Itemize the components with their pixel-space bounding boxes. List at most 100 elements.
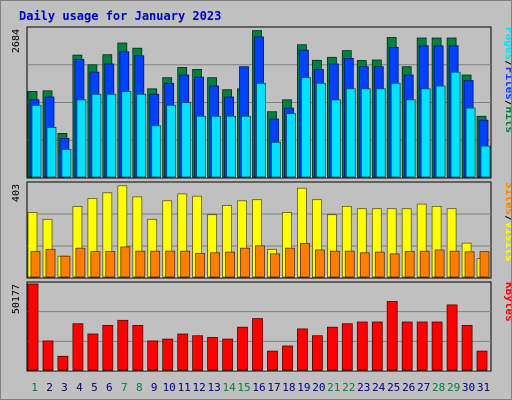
bar-kbytes-day-7 (117, 319, 129, 371)
legend-entry: / (503, 60, 511, 67)
day-label-25: 25 (387, 381, 400, 394)
bar-kbytes-day-28 (431, 321, 443, 371)
bar-kbytes-day-11 (177, 333, 189, 371)
bar-sites-day-25 (389, 253, 400, 278)
bar-pages-day-11 (181, 102, 192, 178)
bar-sites-day-15 (240, 247, 250, 278)
bar-sites-day-31 (479, 251, 490, 278)
day-label-8: 8 (136, 381, 143, 394)
bar-kbytes-day-8 (132, 324, 144, 371)
bar-sites-day-30 (464, 251, 475, 278)
bar-pages-day-18 (286, 113, 296, 178)
bar-kbytes-day-24 (371, 321, 383, 371)
bar-pages-day-6 (106, 93, 117, 178)
day-label-2: 2 (46, 381, 53, 394)
bar-kbytes-day-18 (282, 345, 293, 371)
bar-sites-day-9 (150, 250, 161, 278)
chart-title: Daily usage for January 2023 (19, 9, 221, 23)
bar-sites-day-12 (195, 253, 206, 278)
panel-hits-files-pages: 2684 Pages/Files/Hits (11, 26, 511, 179)
legend-entry: Files (503, 67, 511, 100)
bar-pages-day-24 (375, 88, 386, 178)
bar-kbytes-day-19 (296, 328, 308, 371)
panel-kbytes-legend: KBytes (503, 282, 511, 322)
bar-pages-day-12 (196, 115, 207, 178)
bar-pages-day-2 (46, 127, 57, 178)
bar-pages-day-31 (480, 145, 491, 178)
panel-hits-files-pages-max-label: 2684 (11, 29, 22, 53)
bar-pages-day-27 (420, 88, 431, 178)
bar-pages-day-29 (450, 71, 461, 178)
bar-sites-day-20 (314, 249, 325, 278)
legend-entry: KBytes (503, 282, 511, 322)
day-label-23: 23 (357, 381, 370, 394)
panel-kbytes: 50177 KBytes (11, 281, 511, 372)
bar-pages-day-21 (330, 99, 341, 178)
legend-entry: / (503, 100, 511, 107)
bar-sites-day-16 (255, 245, 265, 278)
bar-sites-day-14 (225, 251, 236, 278)
bar-pages-day-4 (76, 99, 87, 178)
bar-sites-day-18 (285, 247, 295, 278)
series-pages (31, 71, 491, 178)
bar-sites-day-27 (419, 250, 430, 278)
panel-visits-sites-max-label: 403 (11, 184, 22, 202)
panel-hits-files-pages-legend: Pages/Files/Hits (503, 27, 511, 133)
bar-sites-day-3 (60, 255, 71, 278)
day-label-6: 6 (106, 381, 113, 394)
bar-sites-day-11 (180, 250, 191, 278)
bar-pages-day-3 (61, 148, 72, 178)
day-label-12: 12 (192, 381, 205, 394)
day-axis: 1 2 3 4 5 6 7 8 9 10 11 12 13 14 15 16 17 18 19 20 21 22 23 24 2… (31, 381, 490, 394)
day-label-5: 5 (91, 381, 98, 394)
day-label-16: 16 (252, 381, 265, 394)
bar-kbytes-day-3 (57, 355, 69, 371)
bar-sites-day-1 (30, 251, 41, 278)
bar-pages-day-10 (166, 104, 177, 178)
bar-pages-day-19 (300, 77, 311, 178)
day-label-19: 19 (297, 381, 310, 394)
bar-kbytes-day-4 (72, 323, 84, 371)
bar-sites-day-8 (135, 250, 146, 278)
day-label-29: 29 (447, 381, 460, 394)
bar-kbytes-day-29 (446, 304, 458, 371)
day-label-7: 7 (121, 381, 128, 394)
day-label-24: 24 (372, 381, 386, 394)
day-label-31: 31 (477, 381, 490, 394)
day-label-10: 10 (163, 381, 176, 394)
bar-kbytes-day-6 (102, 324, 114, 371)
bar-kbytes-day-12 (192, 335, 204, 371)
bar-kbytes-day-21 (326, 326, 338, 371)
bar-kbytes-day-15 (237, 326, 248, 371)
bar-pages-day-28 (435, 85, 446, 178)
bar-sites-day-17 (270, 253, 280, 278)
bar-kbytes-day-2 (42, 340, 54, 371)
bar-sites-day-10 (165, 250, 176, 278)
bar-sites-day-19 (299, 243, 310, 278)
bar-pages-day-30 (465, 107, 476, 178)
day-label-21: 21 (327, 381, 340, 394)
bar-kbytes-day-31 (476, 350, 488, 371)
day-label-26: 26 (402, 381, 415, 394)
series-kbytes (27, 283, 488, 371)
bar-kbytes-day-30 (461, 324, 473, 371)
bar-kbytes-day-14 (222, 338, 234, 371)
day-label-1: 1 (31, 381, 38, 394)
legend-entry: / (503, 215, 511, 222)
day-label-9: 9 (151, 381, 158, 394)
day-label-20: 20 (312, 381, 325, 394)
day-label-30: 30 (462, 381, 475, 394)
bar-kbytes-day-22 (341, 323, 353, 371)
bar-sites-day-5 (90, 251, 101, 278)
panel-kbytes-max-label: 50177 (11, 284, 22, 314)
panel-visits-sites: 403 Sites/Visits (11, 181, 511, 279)
bar-pages-day-17 (271, 141, 281, 178)
bar-sites-day-26 (404, 251, 415, 278)
bar-pages-day-26 (405, 99, 416, 178)
bar-kbytes-day-25 (386, 300, 398, 371)
legend-entry: Hits (503, 107, 511, 134)
bar-sites-day-6 (105, 251, 116, 278)
bar-pages-day-7 (121, 91, 132, 178)
